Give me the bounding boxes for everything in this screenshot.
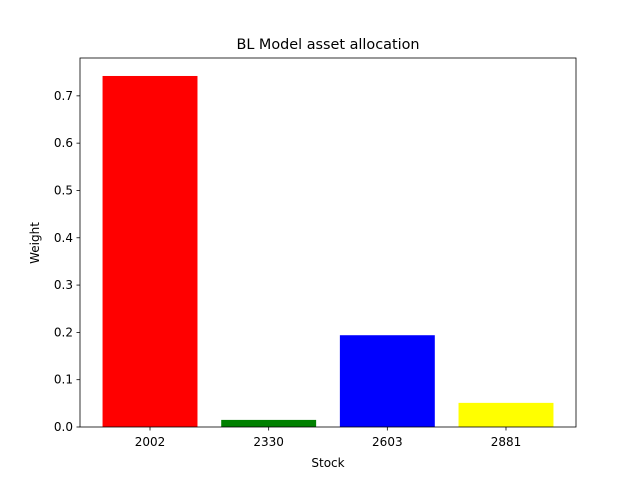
y-tick-label: 0.6 — [54, 136, 73, 150]
plot-area: 0.0 0.1 0.2 0.3 0.4 0.5 0.6 0.7 2002 2330 2603 2881 — [54, 57, 577, 449]
x-tick-label: 2603 — [372, 435, 403, 449]
plot-frame — [79, 57, 577, 428]
y-tick-label: 0.0 — [54, 420, 73, 434]
y-tick-label: 0.5 — [54, 183, 73, 197]
x-tick-label: 2330 — [253, 435, 284, 449]
chart-title: BL Model asset allocation — [236, 37, 419, 53]
y-tick-label: 0.4 — [54, 231, 73, 245]
x-tick-label: 2002 — [135, 435, 166, 449]
x-axis-label: Stock — [311, 456, 344, 470]
bar-2002 — [102, 75, 198, 427]
y-tick-label: 0.1 — [54, 373, 73, 387]
x-tick-label: 2881 — [491, 435, 522, 449]
bar-2603 — [339, 335, 435, 427]
bar-2881 — [458, 402, 554, 427]
y-tick-label: 0.7 — [54, 89, 73, 103]
y-axis-label: Weight — [28, 222, 42, 264]
y-tick-label: 0.2 — [54, 325, 73, 339]
y-tick-label: 0.3 — [54, 278, 73, 292]
bar-2330 — [221, 419, 317, 427]
